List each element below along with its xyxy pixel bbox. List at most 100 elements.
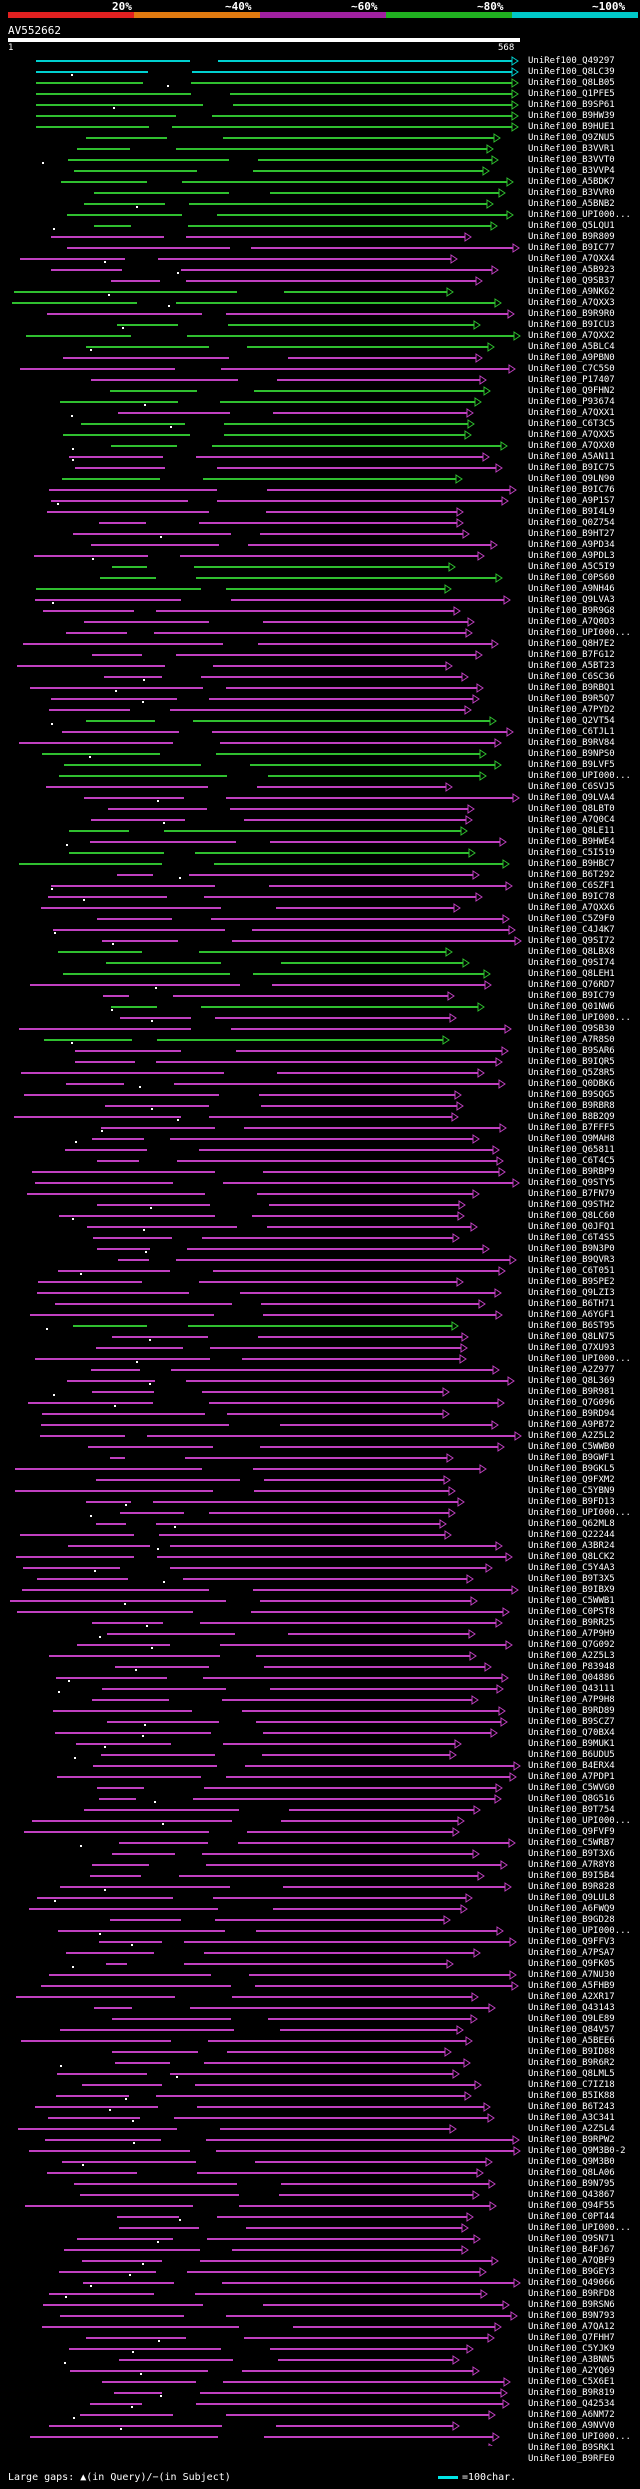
hit-label[interactable]: UniRef100_B9RFE0	[528, 2454, 615, 2464]
hit-label[interactable]: UniRef100_C6SC36	[528, 672, 615, 682]
hit-label[interactable]: UniRef100_Q7FHH7	[528, 2333, 615, 2343]
hit-label[interactable]: UniRef100_UPI000...	[528, 1816, 631, 1826]
hit-label[interactable]: UniRef100_A7P9H8	[528, 1695, 615, 1705]
hit-label[interactable]: UniRef100_UPI000...	[528, 771, 631, 781]
hit-label[interactable]: UniRef100_UPI000...	[528, 1926, 631, 1936]
hit-label[interactable]: UniRef100_A5AN11	[528, 452, 615, 462]
hit-label[interactable]: UniRef100_B6T292	[528, 870, 615, 880]
hit-label[interactable]: UniRef100_B9ICU3	[528, 320, 615, 330]
hit-label[interactable]: UniRef100_C5YJK9	[528, 2344, 615, 2354]
hit-label[interactable]: UniRef100_B9NPS0	[528, 749, 615, 759]
hit-label[interactable]: UniRef100_B9IQR5	[528, 1057, 615, 1067]
hit-label[interactable]: UniRef100_B9R809	[528, 232, 615, 242]
hit-label[interactable]: UniRef100_B9GEY3	[528, 2267, 615, 2277]
hit-label[interactable]: UniRef100_Q8LML5	[528, 2069, 615, 2079]
hit-label[interactable]: UniRef100_B9R828	[528, 1882, 615, 1892]
hit-label[interactable]: UniRef100_B9T3X5	[528, 1574, 615, 1584]
hit-label[interactable]: UniRef100_B9SCZ7	[528, 1717, 615, 1727]
hit-label[interactable]: UniRef100_Q8LC39	[528, 67, 615, 77]
hit-label[interactable]: UniRef100_Q9SB37	[528, 276, 615, 286]
hit-label[interactable]: UniRef100_Q2VT54	[528, 716, 615, 726]
hit-label[interactable]: UniRef100_B9IC78	[528, 892, 615, 902]
hit-label[interactable]: UniRef100_P93674	[528, 397, 615, 407]
hit-label[interactable]: UniRef100_B9RD89	[528, 1706, 615, 1716]
hit-label[interactable]: UniRef100_A7QXX1	[528, 408, 615, 418]
hit-label[interactable]: UniRef100_B9HUE1	[528, 122, 615, 132]
hit-label[interactable]: UniRef100_UPI000...	[528, 628, 631, 638]
hit-label[interactable]: UniRef100_A6YGF1	[528, 1310, 615, 1320]
hit-label[interactable]: UniRef100_B9HBC7	[528, 859, 615, 869]
hit-label[interactable]: UniRef100_B7FG12	[528, 650, 615, 660]
hit-label[interactable]: UniRef100_Q9M3B0	[528, 2157, 615, 2167]
hit-label[interactable]: UniRef100_C6T3C5	[528, 419, 615, 429]
hit-label[interactable]: UniRef100_Q9ZNU5	[528, 133, 615, 143]
hit-label[interactable]: UniRef100_Q0Z754	[528, 518, 615, 528]
hit-label[interactable]: UniRef100_C6TJL1	[528, 727, 615, 737]
hit-label[interactable]: UniRef100_A7QXX4	[528, 254, 615, 264]
hit-label[interactable]: UniRef100_A2YQ69	[528, 2366, 615, 2376]
hit-label[interactable]: UniRef100_Q9LE89	[528, 2014, 615, 2024]
hit-label[interactable]: UniRef100_Q43111	[528, 1684, 615, 1694]
hit-label[interactable]: UniRef100_B9RD94	[528, 1409, 615, 1419]
hit-label[interactable]: UniRef100_Q49297	[528, 56, 615, 66]
hit-label[interactable]: UniRef100_C5WWB0	[528, 1442, 615, 1452]
hit-label[interactable]: UniRef100_C5WWB1	[528, 1596, 615, 1606]
hit-label[interactable]: UniRef100_Q84V57	[528, 2025, 615, 2035]
hit-label[interactable]: UniRef100_A9P1S7	[528, 496, 615, 506]
hit-label[interactable]: UniRef100_A5C5I9	[528, 562, 615, 572]
hit-label[interactable]: UniRef100_A3BNN5	[528, 2355, 615, 2365]
hit-label[interactable]: UniRef100_A9PB72	[528, 1420, 615, 1430]
hit-label[interactable]: UniRef100_A7PYD2	[528, 705, 615, 715]
hit-label[interactable]: UniRef100_C6SVJ5	[528, 782, 615, 792]
hit-label[interactable]: UniRef100_B9SPE2	[528, 1277, 615, 1287]
hit-label[interactable]: UniRef100_A5BLC4	[528, 342, 615, 352]
hit-label[interactable]: UniRef100_B8B2Q9	[528, 1112, 615, 1122]
hit-label[interactable]: UniRef100_B3VVP4	[528, 166, 615, 176]
hit-label[interactable]: UniRef100_Q5Z8R5	[528, 1068, 615, 1078]
hit-label[interactable]: UniRef100_A5B923	[528, 265, 615, 275]
hit-label[interactable]: UniRef100_UPI000...	[528, 1508, 631, 1518]
hit-label[interactable]: UniRef100_Q43143	[528, 2003, 615, 2013]
hit-label[interactable]: UniRef100_Q8LBX8	[528, 947, 615, 957]
hit-label[interactable]: UniRef100_A9PDL3	[528, 551, 615, 561]
hit-label[interactable]: UniRef100_B6ST95	[528, 1321, 615, 1331]
hit-label[interactable]: UniRef100_B9IC79	[528, 991, 615, 1001]
hit-label[interactable]: UniRef100_Q9FK05	[528, 1959, 615, 1969]
hit-label[interactable]: UniRef100_B9I4L9	[528, 507, 615, 517]
hit-label[interactable]: UniRef100_Q8G516	[528, 1794, 615, 1804]
hit-label[interactable]: UniRef100_Q9SI74	[528, 958, 615, 968]
hit-label[interactable]: UniRef100_C6T051	[528, 1266, 615, 1276]
hit-label[interactable]: UniRef100_A7P9H9	[528, 1629, 615, 1639]
hit-label[interactable]: UniRef100_B9GD28	[528, 1915, 615, 1925]
hit-label[interactable]: UniRef100_A7QXX6	[528, 903, 615, 913]
hit-label[interactable]: UniRef100_B9GKL5	[528, 1464, 615, 1474]
hit-label[interactable]: UniRef100_Q04886	[528, 1673, 615, 1683]
hit-label[interactable]: UniRef100_B9RBQ1	[528, 683, 615, 693]
hit-label[interactable]: UniRef100_Q9LVA3	[528, 595, 615, 605]
hit-label[interactable]: UniRef100_Q9SN71	[528, 2234, 615, 2244]
hit-label[interactable]: UniRef100_C5WVG0	[528, 1783, 615, 1793]
hit-label[interactable]: UniRef100_Q49066	[528, 2278, 615, 2288]
hit-label[interactable]: UniRef100_Q9M3B0-2	[528, 2146, 626, 2156]
hit-label[interactable]: UniRef100_Q0JFQ1	[528, 1222, 615, 1232]
hit-label[interactable]: UniRef100_A5BT23	[528, 661, 615, 671]
hit-label[interactable]: UniRef100_B9QVR3	[528, 1255, 615, 1265]
hit-label[interactable]: UniRef100_Q65811	[528, 1145, 615, 1155]
hit-label[interactable]: UniRef100_B9IC75	[528, 463, 615, 473]
hit-label[interactable]: UniRef100_B9SAR6	[528, 1046, 615, 1056]
hit-label[interactable]: UniRef100_C5I519	[528, 848, 615, 858]
hit-label[interactable]: UniRef100_B4ERX4	[528, 1761, 615, 1771]
hit-label[interactable]: UniRef100_B9RFD8	[528, 2289, 615, 2299]
hit-label[interactable]: UniRef100_B7FFF5	[528, 1123, 615, 1133]
hit-label[interactable]: UniRef100_Q9STH2	[528, 1200, 615, 1210]
hit-label[interactable]: UniRef100_A7QXX5	[528, 430, 615, 440]
hit-label[interactable]: UniRef100_Q01NW6	[528, 1002, 615, 1012]
hit-label[interactable]: UniRef100_B9T754	[528, 1805, 615, 1815]
hit-label[interactable]: UniRef100_A7R8Y8	[528, 1860, 615, 1870]
hit-label[interactable]: UniRef100_B9N795	[528, 2179, 615, 2189]
hit-label[interactable]: UniRef100_Q9SI72	[528, 936, 615, 946]
hit-label[interactable]: UniRef100_Q9LUL8	[528, 1893, 615, 1903]
hit-label[interactable]: UniRef100_A6NM72	[528, 2410, 615, 2420]
hit-label[interactable]: UniRef100_B3VVT0	[528, 155, 615, 165]
hit-label[interactable]: UniRef100_Q94F55	[528, 2201, 615, 2211]
